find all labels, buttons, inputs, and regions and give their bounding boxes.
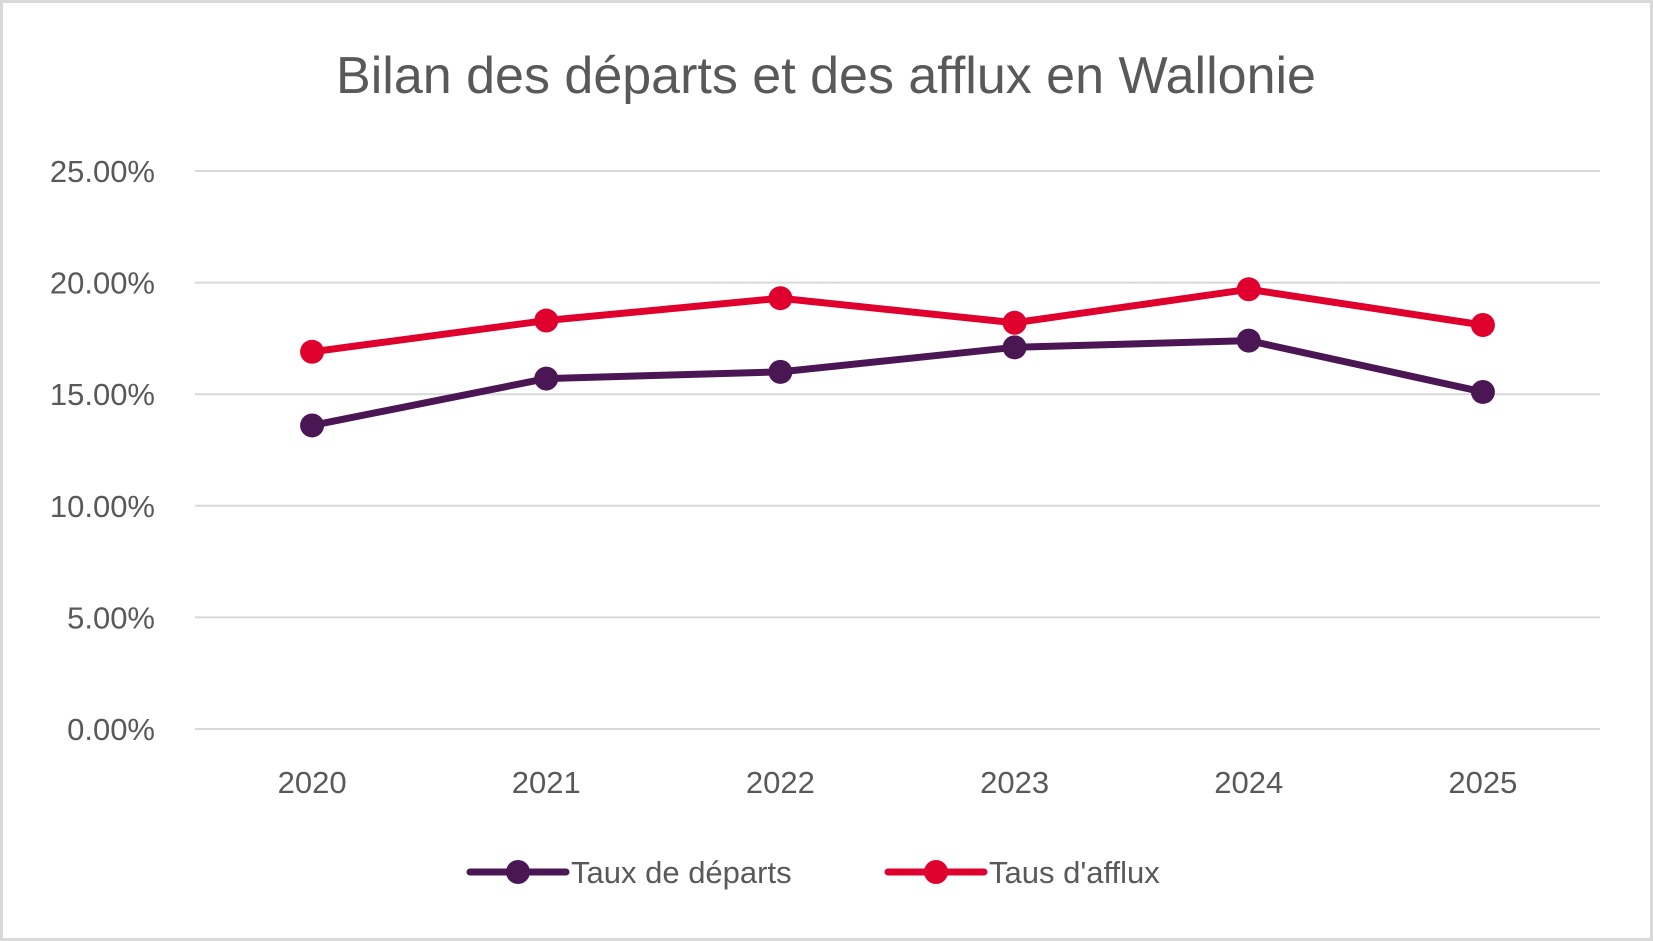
data-point[interactable] xyxy=(1002,335,1027,360)
series-taux-de-departs xyxy=(300,328,1495,438)
y-tick-label: 5.00% xyxy=(67,600,155,635)
x-tick-label: 2025 xyxy=(1448,765,1517,800)
x-tick-label: 2024 xyxy=(1214,765,1283,800)
data-point[interactable] xyxy=(534,308,559,333)
data-point[interactable] xyxy=(1236,277,1261,302)
series-line xyxy=(308,337,1487,429)
series-taus-d-afflux xyxy=(300,277,1495,364)
chart-title: Bilan des départs et des afflux en Wallo… xyxy=(336,47,1316,105)
data-point[interactable] xyxy=(1002,310,1027,335)
y-axis-ticks: 0.00% 5.00% 10.00% 15.00% 20.00% 25.00% xyxy=(50,154,155,747)
x-axis-ticks: 2020 2021 2022 2023 2024 2025 xyxy=(278,765,1518,800)
legend-item[interactable]: Taux de départs xyxy=(466,855,792,890)
data-point[interactable] xyxy=(768,286,793,311)
x-tick-label: 2020 xyxy=(278,765,347,800)
series-layer xyxy=(300,277,1495,438)
data-point[interactable] xyxy=(1470,379,1495,404)
y-tick-label: 10.00% xyxy=(50,489,155,524)
series-line xyxy=(308,285,1487,356)
legend-marker-icon xyxy=(506,860,530,884)
legend-label: Taus d'afflux xyxy=(989,855,1160,890)
x-tick-label: 2022 xyxy=(746,765,815,800)
y-tick-label: 20.00% xyxy=(50,266,155,301)
data-point[interactable] xyxy=(300,413,325,438)
legend: Taux de départs Taus d'afflux xyxy=(466,855,1160,890)
gridlines xyxy=(195,170,1600,730)
legend-label: Taux de départs xyxy=(571,855,792,890)
x-tick-label: 2021 xyxy=(512,765,581,800)
data-point[interactable] xyxy=(768,359,793,384)
legend-marker-icon xyxy=(924,860,948,884)
data-point[interactable] xyxy=(534,366,559,391)
legend-item[interactable]: Taus d'afflux xyxy=(884,855,1160,890)
data-point[interactable] xyxy=(1236,328,1261,353)
data-point[interactable] xyxy=(1470,313,1495,338)
y-tick-label: 0.00% xyxy=(67,712,155,747)
y-tick-label: 15.00% xyxy=(50,377,155,412)
x-tick-label: 2023 xyxy=(980,765,1049,800)
y-tick-label: 25.00% xyxy=(50,154,155,189)
data-point[interactable] xyxy=(300,339,325,364)
